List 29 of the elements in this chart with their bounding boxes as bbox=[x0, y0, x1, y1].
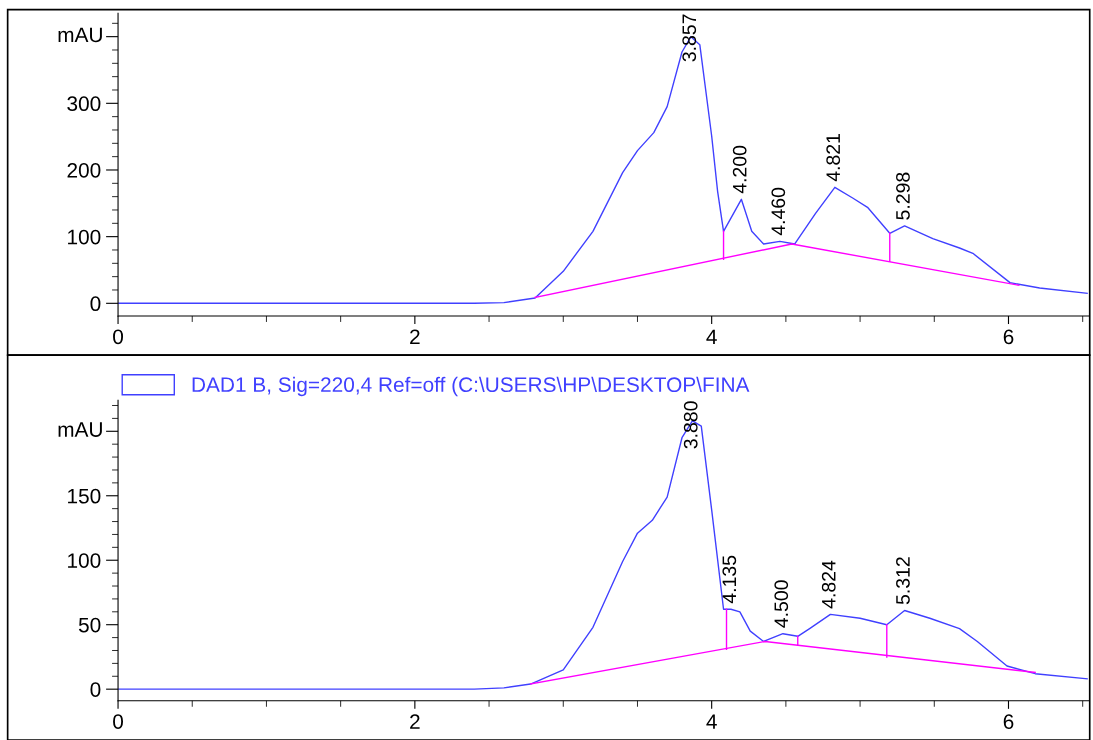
x-tick-label: 0 bbox=[113, 714, 124, 729]
annotation: 3.857 bbox=[682, 14, 697, 62]
annotation: 4.200 bbox=[732, 145, 747, 194]
y-tick-label: 200 bbox=[67, 162, 101, 178]
annotation: 4.460 bbox=[771, 187, 786, 236]
x-tick-label: 2 bbox=[410, 329, 420, 344]
y-axis-title: mAU bbox=[58, 27, 102, 43]
y-axis-title: mAU bbox=[58, 422, 102, 437]
annotation: 4.821 bbox=[826, 134, 841, 182]
y-tick-label: 0 bbox=[90, 296, 101, 312]
x-tick-label: 0 bbox=[113, 329, 124, 345]
annotation: 4.135 bbox=[722, 555, 737, 604]
y-tick-label: 50 bbox=[78, 617, 101, 633]
y-tick-label: 150 bbox=[68, 488, 101, 504]
legend-label: DAD1 B, Sig=220,4 Ref=off (C:\USERS\HP\DESKTOP\FINA bbox=[192, 376, 750, 397]
x-tick-label: 4 bbox=[706, 329, 717, 344]
annotation: 3.880 bbox=[683, 401, 698, 449]
x-tick-label: 6 bbox=[1003, 714, 1014, 729]
x-tick-label: 6 bbox=[1003, 329, 1014, 345]
y-tick-label: 0 bbox=[90, 682, 101, 697]
x-tick-label: 4 bbox=[706, 714, 717, 729]
y-tick-label: 100 bbox=[68, 553, 101, 568]
annotation: 5.312 bbox=[896, 557, 910, 605]
y-tick-label: 100 bbox=[68, 229, 101, 245]
x-tick-label: 2 bbox=[410, 714, 420, 729]
annotation: 5.298 bbox=[896, 172, 910, 220]
y-tick-label: 300 bbox=[67, 96, 101, 112]
annotation: 4.824 bbox=[821, 560, 836, 609]
annotation: 4.500 bbox=[774, 580, 789, 628]
